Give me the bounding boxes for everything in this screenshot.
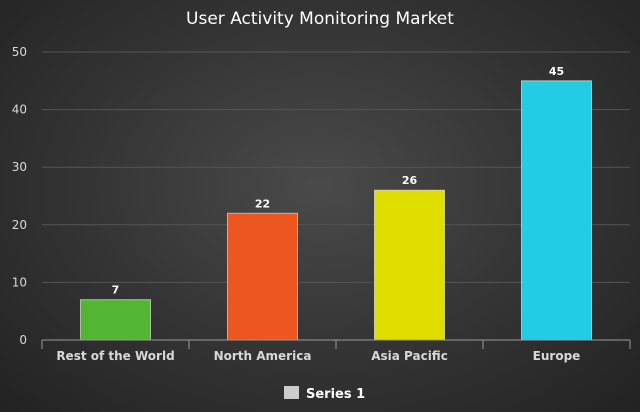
x-axis-category-labels: Rest of the World North America Asia Pacif… <box>56 349 580 363</box>
data-label-3: 45 <box>549 65 564 78</box>
x-tick-label-0: Rest of the World <box>56 349 174 363</box>
y-tick-label-30: 30 <box>12 160 27 174</box>
legend: Series 1 <box>284 386 365 402</box>
data-label-1: 22 <box>255 197 270 210</box>
data-labels: 7 22 26 45 <box>112 65 564 297</box>
data-label-0: 7 <box>112 284 120 297</box>
bar-asia-pacific <box>374 189 445 341</box>
x-tick-label-2: Asia Pacific <box>371 349 448 363</box>
y-tick-label-20: 20 <box>12 218 27 232</box>
x-tick-label-1: North America <box>214 349 312 363</box>
bars <box>80 80 592 341</box>
x-axis <box>41 339 631 349</box>
y-tick-label-50: 50 <box>12 45 27 59</box>
data-label-2: 26 <box>402 174 418 187</box>
bar-europe <box>521 80 592 341</box>
bar-north-america <box>227 212 298 341</box>
y-axis-tick-labels: 0 10 20 30 40 50 <box>12 45 27 347</box>
y-tick-label-40: 40 <box>12 103 27 117</box>
x-tick-label-3: Europe <box>533 349 581 363</box>
y-tick-label-10: 10 <box>12 275 27 289</box>
legend-label-series-1: Series 1 <box>306 387 365 402</box>
bar-rest-of-the-world <box>80 299 151 341</box>
y-tick-label-0: 0 <box>19 333 27 347</box>
chart-title: User Activity Monitoring Market <box>186 9 454 29</box>
legend-swatch-series-1 <box>284 386 299 399</box>
